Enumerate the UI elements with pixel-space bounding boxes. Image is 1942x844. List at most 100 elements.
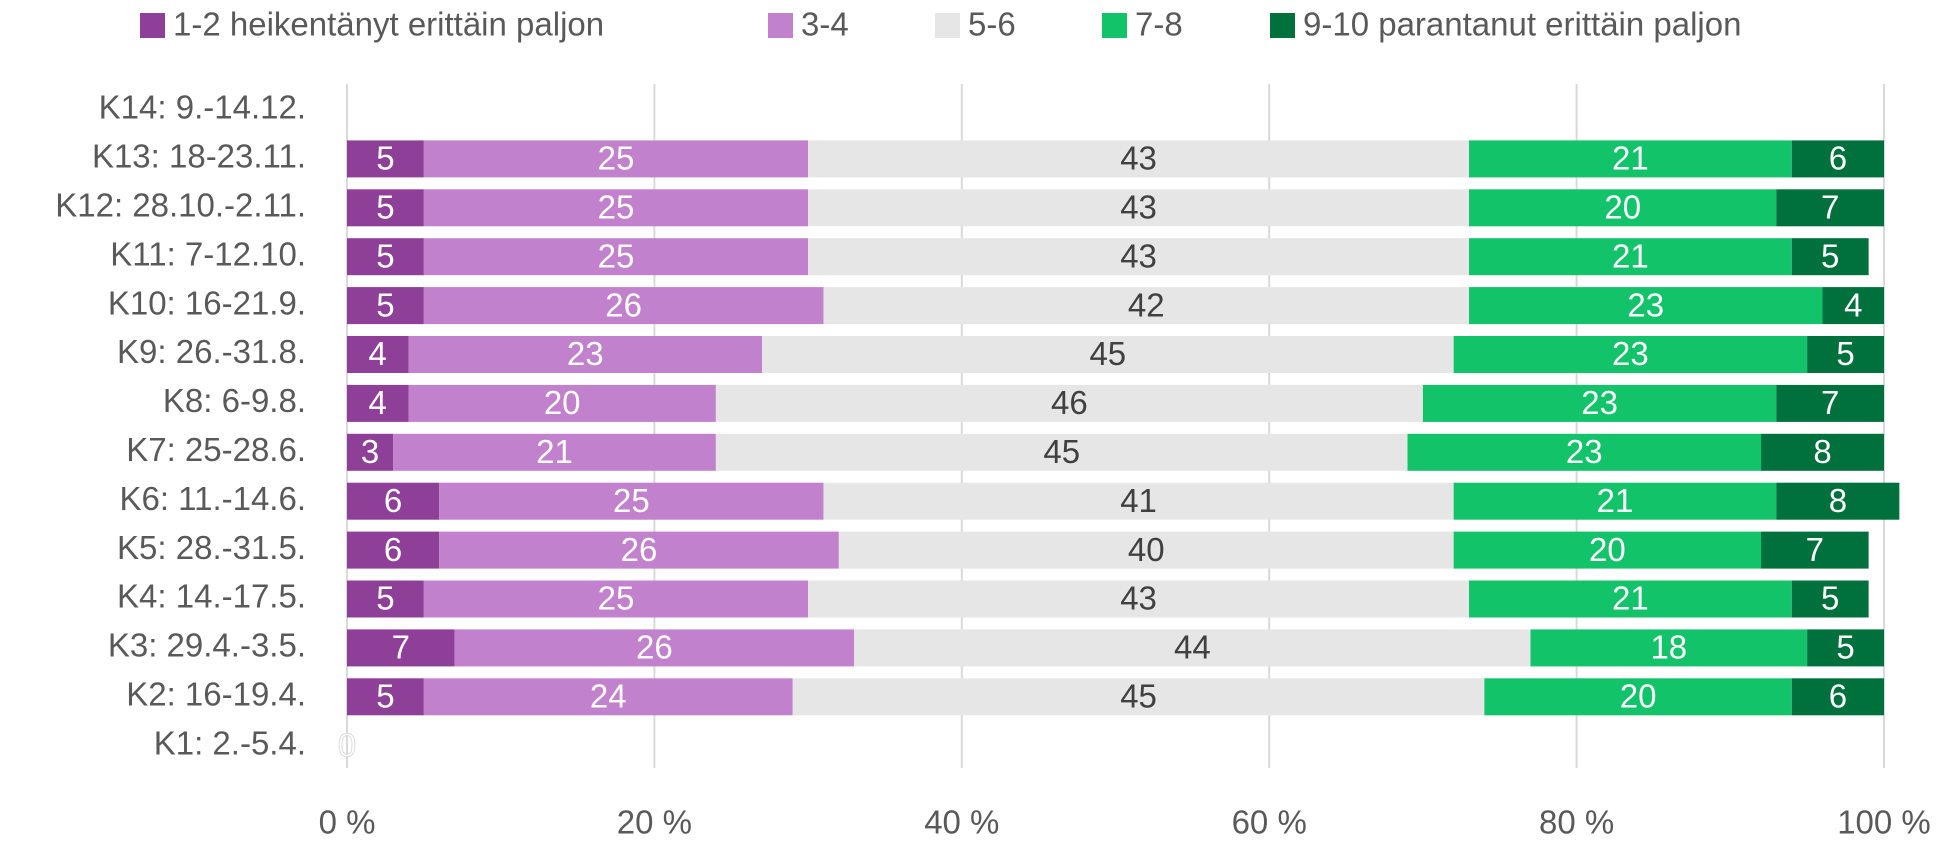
x-tick-label: 60 % <box>1232 804 1307 841</box>
bar-segment <box>454 629 855 667</box>
bar-segment <box>854 629 1531 667</box>
data-label: 8 <box>1813 433 1831 470</box>
data-label: 8 <box>1829 482 1847 519</box>
data-label: 25 <box>598 580 635 617</box>
bar-segment <box>1469 287 1823 325</box>
bar-segment <box>1407 433 1762 471</box>
data-label: 18 <box>1650 629 1687 666</box>
data-label: 5 <box>376 678 394 715</box>
legend-swatch <box>1102 13 1127 38</box>
data-label: 3 <box>361 433 379 470</box>
y-tick-label: K2: 16-19.4. <box>126 676 306 713</box>
bar-segment <box>347 140 424 178</box>
data-label: 4 <box>369 335 387 372</box>
data-label: 42 <box>1128 286 1165 323</box>
bar-segment <box>1776 384 1884 422</box>
bar-segment <box>1791 678 1884 716</box>
data-label: 21 <box>1612 580 1649 617</box>
data-label: 21 <box>1612 140 1649 177</box>
bar-segment <box>1807 629 1884 667</box>
bar-segment <box>1453 336 1808 373</box>
bar-segment <box>1469 140 1792 178</box>
y-tick-label: K6: 11.-14.6. <box>119 480 306 517</box>
data-label: 45 <box>1043 433 1080 470</box>
data-label: 7 <box>392 629 410 666</box>
bar-segment <box>423 140 809 178</box>
data-label: 4 <box>369 384 387 421</box>
y-tick-label: K5: 28.-31.5. <box>117 529 306 566</box>
bar-segment <box>408 336 762 373</box>
y-tick-label: K3: 29.4.-3.5. <box>108 627 306 664</box>
data-label: 5 <box>376 286 394 323</box>
y-tick-label: K10: 16-21.9. <box>108 284 306 321</box>
legend-swatch <box>1270 13 1295 38</box>
legend-swatch <box>768 13 793 38</box>
data-label: 26 <box>636 629 673 666</box>
data-label: 45 <box>1120 678 1157 715</box>
data-label: 5 <box>1821 237 1839 274</box>
data-label: 25 <box>598 237 635 274</box>
y-tick-label: K14: 9.-14.12. <box>99 89 306 126</box>
bar-segment <box>715 384 1423 422</box>
data-label: 6 <box>384 531 402 568</box>
data-label: 40 <box>1128 531 1165 568</box>
data-label: 20 <box>1589 531 1626 568</box>
data-label: 4 <box>1844 286 1862 323</box>
data-label: 26 <box>605 286 642 323</box>
bar-segment <box>1761 531 1869 569</box>
bar-segment <box>347 336 409 373</box>
data-label: 43 <box>1120 580 1157 617</box>
bar-segment <box>423 580 809 618</box>
bar-segment <box>1822 287 1884 325</box>
bar-segment <box>347 531 440 569</box>
bar-segment <box>347 678 424 716</box>
bar-segment <box>1807 336 1884 373</box>
legend-label: 3-4 <box>801 6 849 43</box>
data-label: 5 <box>1836 335 1854 372</box>
bar-segment <box>838 531 1454 569</box>
bar-segment <box>808 580 1470 618</box>
bar-segment <box>423 238 809 276</box>
bar-segment <box>808 189 1470 227</box>
y-tick-label: K8: 6-9.8. <box>163 382 306 419</box>
y-tick-label: K13: 18-23.11. <box>92 138 306 175</box>
data-label: 6 <box>1829 678 1847 715</box>
data-label: 5 <box>1836 629 1854 666</box>
bar-segment <box>715 433 1408 471</box>
bar-segment <box>823 287 1470 325</box>
x-tick-label: 40 % <box>924 804 999 841</box>
data-label: 21 <box>536 433 573 470</box>
data-label: 25 <box>598 140 635 177</box>
bar-segment <box>1776 189 1884 227</box>
data-label: 7 <box>1806 531 1824 568</box>
bar-segment <box>792 678 1485 716</box>
data-label: 6 <box>1829 140 1847 177</box>
bar-segment <box>1776 482 1900 520</box>
data-label: 23 <box>1566 433 1603 470</box>
y-tick-label: K4: 14.-17.5. <box>117 578 306 615</box>
y-tick-label: K1: 2.-5.4. <box>154 724 306 761</box>
bar-segment <box>1469 189 1777 227</box>
bar-segment <box>393 433 716 471</box>
bar-segment <box>423 189 809 227</box>
x-tick-label: 100 % <box>1837 804 1931 841</box>
bar-segment <box>1453 531 1762 569</box>
data-label: 5 <box>376 237 394 274</box>
data-label: 45 <box>1089 335 1126 372</box>
bar-segment <box>823 482 1454 520</box>
data-label: 23 <box>1612 335 1649 372</box>
bar-segment <box>347 629 455 667</box>
data-label: 20 <box>1604 189 1641 226</box>
data-label: 24 <box>590 678 627 715</box>
bar-segment <box>1484 678 1792 716</box>
y-tick-label: K7: 25-28.6. <box>126 431 306 468</box>
data-label: 20 <box>544 384 581 421</box>
data-label: 23 <box>1627 286 1664 323</box>
bar-segment <box>808 238 1470 276</box>
bar-segment <box>1791 140 1884 178</box>
data-label: 6 <box>384 482 402 519</box>
bar-segment <box>1791 580 1869 618</box>
data-label: 5 <box>376 189 394 226</box>
